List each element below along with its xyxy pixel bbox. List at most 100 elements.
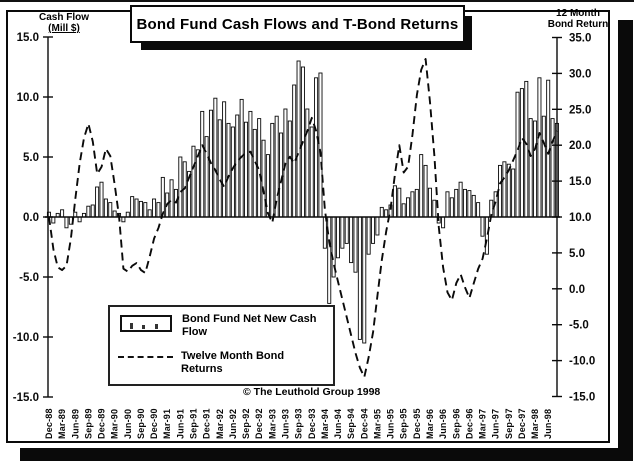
right-axis-tick-label: -10.0	[569, 356, 595, 368]
x-axis-tick-label: Mar-91	[162, 409, 172, 439]
x-axis-tick-label: Mar-92	[215, 409, 225, 439]
x-axis-tick-label: Sep-90	[136, 408, 146, 439]
legend-label-cash-flow: Bond Fund Net New Cash Flow	[182, 313, 317, 338]
cash-flow-bar	[138, 200, 143, 218]
x-axis-tick-label: Jun-93	[281, 409, 291, 439]
x-axis-tick-label: Mar-94	[320, 409, 330, 439]
cash-flow-bar	[375, 216, 380, 236]
x-axis-tick-label: Dec-90	[149, 408, 159, 439]
right-axis-tick-label: -5.0	[569, 320, 589, 332]
cash-flow-bar	[366, 216, 371, 255]
x-axis-tick-label: Dec-97	[517, 408, 527, 439]
x-axis-tick-label: Jun-97	[491, 409, 501, 439]
right-axis-title-line2: Bond Return	[547, 19, 609, 30]
cash-flow-bar	[230, 126, 235, 218]
cash-flow-bar	[458, 181, 463, 218]
cash-flow-bar	[314, 77, 319, 218]
left-axis-title-line2: (Mill $)	[48, 23, 80, 34]
cash-flow-bar	[528, 118, 533, 218]
cash-flow-bar	[64, 216, 69, 229]
cash-flow-bar	[60, 209, 65, 218]
cash-flow-bar	[156, 202, 161, 218]
cash-flow-bar	[340, 216, 345, 249]
cash-flow-bar	[414, 188, 419, 218]
cash-flow-bar	[152, 198, 157, 218]
title-box: Bond Fund Cash Flows and T-Bond Returns	[130, 5, 465, 43]
dashed-line-swatch-icon	[118, 356, 173, 358]
cash-flow-bar	[445, 191, 450, 218]
cash-flow-bar	[524, 80, 529, 218]
cash-flow-bar	[248, 110, 253, 218]
cash-flow-bar	[213, 97, 218, 218]
cash-flow-bar	[103, 198, 108, 218]
cash-flow-bar	[309, 126, 314, 218]
x-axis-tick-label: Jun-96	[438, 409, 448, 439]
cash-flow-bar	[476, 202, 481, 218]
cash-flow-bar	[432, 199, 437, 218]
cash-flow-bar	[335, 216, 340, 259]
cash-flow-bar	[204, 136, 209, 218]
x-axis-tick-label: Jun-91	[175, 409, 185, 439]
cash-flow-bar	[292, 84, 297, 218]
x-axis-tick-label: Dec-93	[307, 408, 317, 439]
cash-flow-bar	[419, 154, 424, 218]
cash-flow-bar	[462, 188, 467, 218]
cash-flow-bar	[519, 88, 524, 218]
copyright-note: © The Leuthold Group 1998	[243, 386, 381, 398]
x-axis-tick-label: Sep-91	[189, 408, 199, 439]
x-axis-tick-label: Mar-90	[110, 409, 120, 439]
left-axis-tick-label: 15.0	[17, 32, 39, 44]
cash-flow-bar	[279, 132, 284, 218]
cash-flow-bar	[484, 216, 489, 255]
cash-flow-bar	[90, 204, 95, 218]
cash-flow-bar	[147, 209, 152, 218]
cash-flow-bar	[449, 197, 454, 218]
cash-flow-bar	[550, 118, 555, 218]
x-axis-tick-label: Sep-94	[346, 408, 356, 439]
cash-flow-bar	[296, 60, 301, 218]
bar-series-swatch-icon	[120, 315, 172, 332]
x-axis-tick-label: Jun-90	[123, 409, 133, 439]
cash-flow-bar	[169, 179, 174, 218]
cash-flow-bar	[191, 145, 196, 218]
right-axis-tick-label: 35.0	[569, 33, 591, 45]
cash-flow-bar	[511, 168, 516, 218]
cash-flow-bar	[353, 216, 358, 273]
cash-flow-bar	[318, 72, 323, 218]
cash-flow-bar	[134, 198, 139, 218]
frame-shadow-bottom	[20, 448, 633, 461]
x-axis-tick-label: Jun-92	[228, 409, 238, 439]
left-axis-title: Cash Flow (Mill $)	[28, 12, 100, 34]
cash-flow-bar	[222, 101, 227, 218]
cash-flow-bar	[423, 164, 428, 218]
x-axis-tick-label: Dec-94	[359, 408, 369, 439]
cash-flow-bar	[384, 209, 389, 218]
cash-flow-bar	[533, 120, 538, 218]
left-axis-tick-label: 10.0	[17, 92, 39, 104]
x-axis-tick-label: Mar-93	[267, 409, 277, 439]
cash-flow-bar	[379, 206, 384, 218]
legend: Bond Fund Net New Cash Flow Twelve Month…	[108, 305, 335, 386]
cash-flow-bar	[217, 119, 222, 218]
right-axis-title: 12 Month Bond Return	[542, 8, 614, 30]
legend-label-bond-returns: Twelve Month Bond Returns	[181, 350, 285, 375]
right-axis-tick-label: -15.0	[569, 392, 595, 404]
cash-flow-bar	[502, 161, 507, 218]
cash-flow-bar	[305, 108, 310, 218]
x-axis-tick-label: Sep-96	[451, 408, 461, 439]
x-axis-tick-label: Dec-95	[412, 408, 422, 439]
cash-flow-bar	[515, 91, 520, 218]
right-axis-tick-label: 25.0	[569, 104, 591, 116]
scan-border-top	[0, 0, 634, 2]
cash-flow-bar	[235, 114, 240, 218]
left-axis-tick-label: -15.0	[13, 392, 39, 404]
cash-flow-bar	[195, 149, 200, 218]
cash-flow-bar	[112, 210, 117, 218]
x-axis-tick-label: Mar-96	[425, 409, 435, 439]
cash-flow-bar	[537, 77, 542, 218]
cash-flow-bar	[108, 202, 113, 218]
cash-flow-bar	[252, 128, 257, 218]
cash-flow-bar	[261, 139, 266, 218]
x-axis-tick-label: Dec-96	[464, 408, 474, 439]
